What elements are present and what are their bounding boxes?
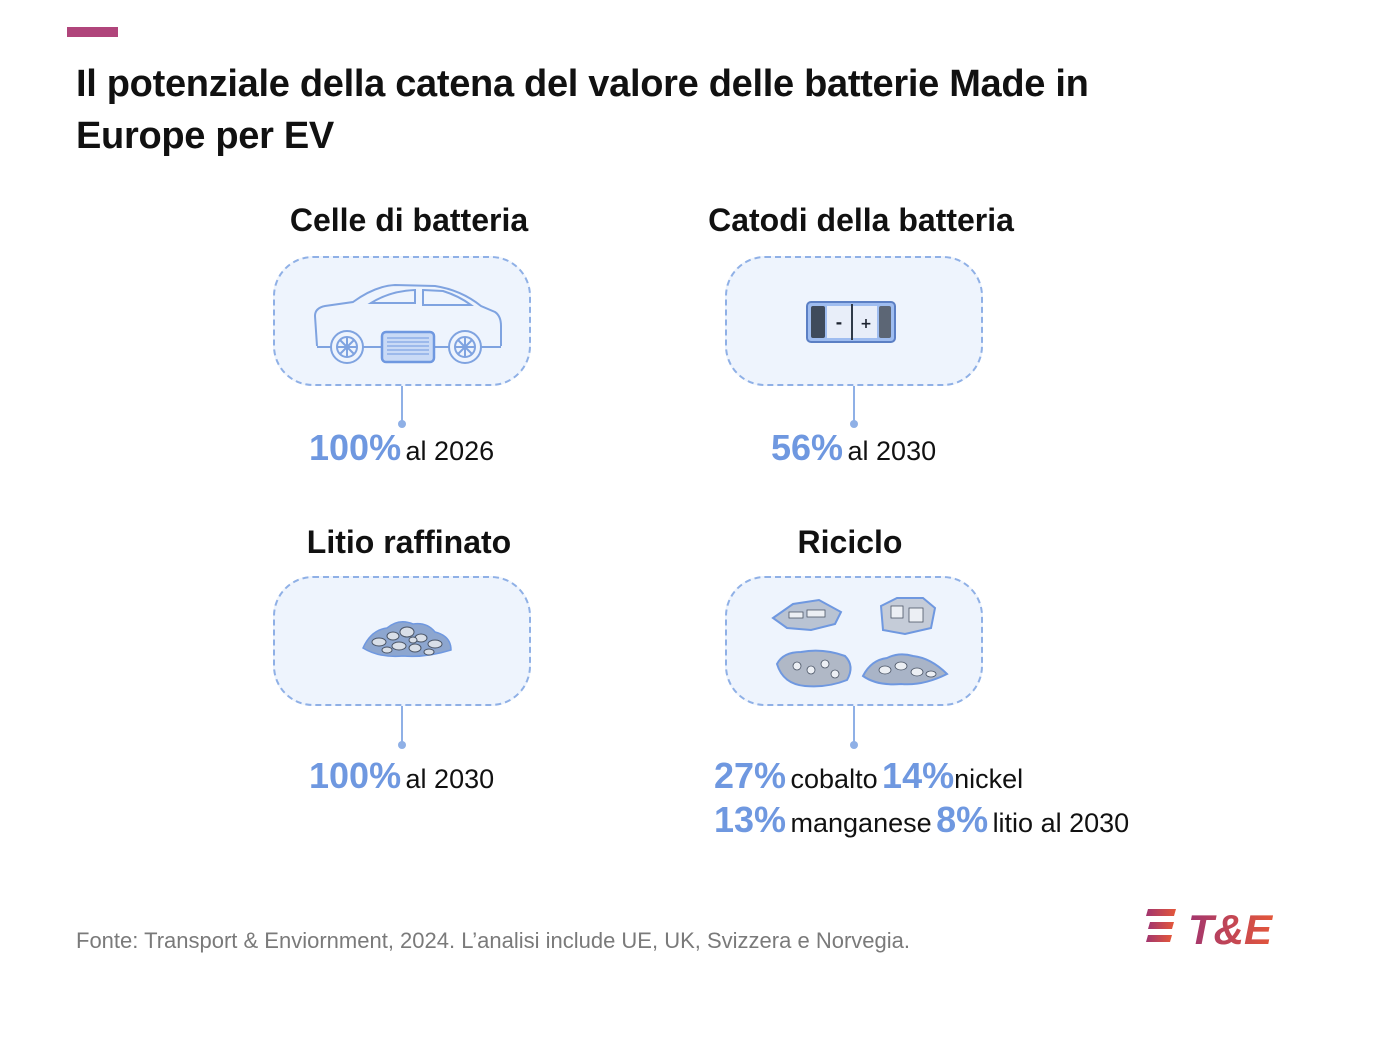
connector-dot (850, 420, 858, 428)
battery-icon: - + (806, 301, 896, 343)
panel-title-lithium: Litio raffinato (306, 524, 512, 560)
panel-box-lithium (273, 576, 531, 706)
stat-value: 100% (309, 755, 402, 796)
connector-dot (398, 420, 406, 428)
stat-label: al 2030 (847, 436, 937, 466)
stat-value: 14% (882, 755, 955, 796)
panel-box-cells (273, 256, 531, 386)
stat-label: manganese (790, 808, 932, 838)
connector-line (401, 386, 403, 422)
stat-cathodes: 56% al 2030 (771, 428, 936, 476)
stat-label: nickel (954, 764, 1024, 794)
stat-value: 56% (771, 427, 844, 468)
panel-box-cathodes: - + (725, 256, 983, 386)
lithium-pile-icon (362, 621, 452, 658)
svg-text:-: - (836, 313, 843, 332)
page-title: Il potenziale della catena del valore de… (76, 63, 1089, 157)
panel-title-cathodes: Catodi della batteria (708, 202, 1014, 238)
stat-cells: 100% al 2026 (309, 428, 494, 476)
stat-label: al 2030 (405, 764, 495, 794)
stat-value: 13% (714, 799, 787, 840)
connector-dot (850, 741, 858, 749)
connector-line (401, 706, 403, 744)
panel-title-recycling: Riciclo (797, 524, 903, 560)
stat-recycling-line-2: 13% manganese 8% litio al 2030 (714, 800, 1129, 848)
connector-line (853, 386, 855, 422)
logo-text: T&E (1188, 906, 1274, 952)
recycled-metals-icon (771, 597, 949, 688)
connector-line (853, 706, 855, 744)
stat-label: litio al 2030 (992, 808, 1130, 838)
te-logo-icon: T&E (1146, 906, 1274, 953)
connector-dot (398, 741, 406, 749)
panel-box-recycling (725, 576, 983, 706)
stat-label: al 2026 (405, 436, 495, 466)
panel-title-cells: Celle di batteria (289, 202, 529, 238)
stat-lithium: 100% al 2030 (309, 756, 494, 804)
accent-bar (67, 27, 118, 37)
car-battery-icon (313, 283, 502, 364)
svg-text:+: + (860, 316, 872, 332)
stat-value: 27% (714, 755, 787, 796)
stat-label: cobalto (790, 764, 878, 794)
stat-recycling-line-1: 27% cobalto 14%nickel (714, 756, 1023, 804)
source-note: Fonte: Transport & Enviornment, 2024. L’… (76, 928, 910, 953)
stat-value: 8% (936, 799, 989, 840)
stat-value: 100% (309, 427, 402, 468)
te-logo: T&E (1146, 904, 1296, 953)
